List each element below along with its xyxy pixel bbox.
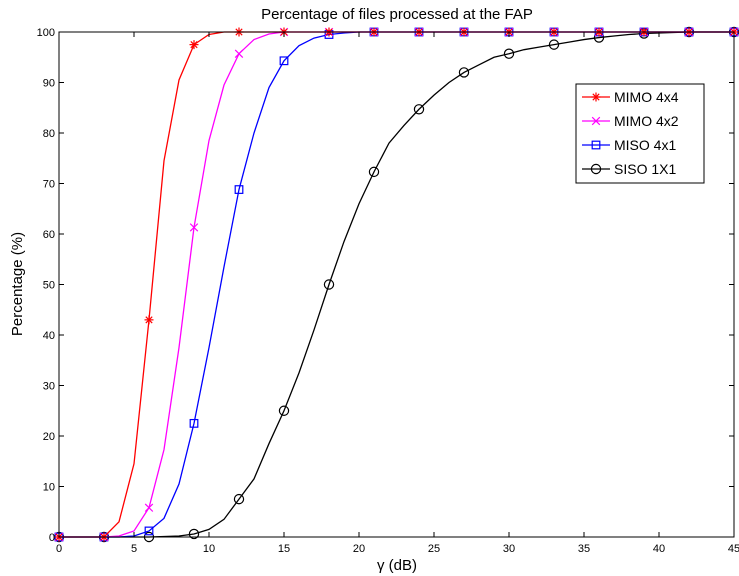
y-axis-label: Percentage (%) [9, 232, 26, 336]
legend-swatch-marker [591, 92, 601, 102]
y-tick-label: 70 [43, 179, 55, 191]
series-mimo-4x2-point [189, 223, 199, 232]
y-tick-label: 20 [43, 431, 55, 443]
series-siso-1x1 [53, 26, 739, 543]
series-siso-1x1-point [188, 528, 200, 540]
series-miso-4x1-point [234, 185, 244, 194]
x-tick-label: 10 [203, 543, 215, 555]
series-siso-1x1-point [458, 67, 470, 78]
x-tick-label: 25 [428, 543, 440, 555]
series-miso-4x1-point [144, 526, 154, 536]
legend-label: MISO 4x1 [614, 137, 676, 153]
series-mimo-4x4-point [144, 315, 154, 325]
series-siso-1x1-point [368, 166, 380, 178]
series-siso-1x1-line [59, 31, 734, 538]
y-tick-label: 0 [49, 532, 55, 544]
y-tick-label: 90 [43, 78, 55, 90]
legend-box [575, 83, 705, 184]
series-siso-1x1-point [233, 493, 245, 505]
x-axis-label: γ (dB) [377, 557, 417, 574]
x-tick-label: 30 [503, 543, 515, 555]
x-axis: 0 5 10 15 20 25 30 35 40 45 [56, 32, 739, 555]
legend-label: MIMO 4x2 [614, 113, 679, 129]
legend-swatch-marker [591, 140, 601, 150]
legend-entry: MIMO 4x4 [582, 89, 679, 105]
series-miso-4x1-point [189, 418, 199, 428]
legend-swatch-marker [590, 163, 602, 175]
y-tick-label: 100 [37, 27, 55, 39]
legend-label: SISO 1X1 [614, 161, 676, 177]
legend-swatch-marker [591, 116, 601, 126]
x-tick-label: 15 [278, 543, 290, 555]
chart-title: Percentage of files processed at the FAP [261, 6, 533, 23]
series-mimo-4x2-point [144, 503, 154, 512]
series-mimo-4x2-point [234, 49, 244, 58]
legend-entry: MIMO 4x2 [582, 113, 679, 129]
y-tick-label: 10 [43, 482, 55, 494]
series-siso-1x1-point [278, 405, 290, 416]
series-miso-4x1-point [279, 56, 289, 66]
x-tick-label: 40 [653, 543, 665, 555]
y-tick-label: 50 [43, 280, 55, 292]
legend-label: MIMO 4x4 [614, 89, 679, 105]
x-tick-label: 20 [353, 543, 365, 555]
series-siso-1x1-point [323, 279, 335, 290]
legend-entry: SISO 1X1 [582, 161, 676, 177]
x-tick-label: 5 [131, 543, 137, 555]
x-tick-label: 0 [56, 543, 62, 555]
x-tick-label: 45 [728, 543, 739, 555]
x-tick-label: 35 [578, 543, 590, 555]
y-axis: 0 10 20 30 40 50 60 70 80 90 100 [37, 27, 734, 544]
legend: MIMO 4x4 MIMO 4x2 MISO 4x1 SISO 1X1 [575, 83, 705, 184]
y-tick-label: 40 [43, 330, 55, 342]
y-tick-label: 60 [43, 229, 55, 241]
y-tick-label: 30 [43, 381, 55, 393]
series-siso-1x1-point [413, 104, 425, 115]
series-mimo-4x4-point [189, 40, 199, 50]
series-siso-1x1-point [503, 48, 515, 59]
legend-entry: MISO 4x1 [582, 137, 676, 153]
series-siso-1x1-point [548, 39, 560, 50]
y-tick-label: 80 [43, 128, 55, 140]
